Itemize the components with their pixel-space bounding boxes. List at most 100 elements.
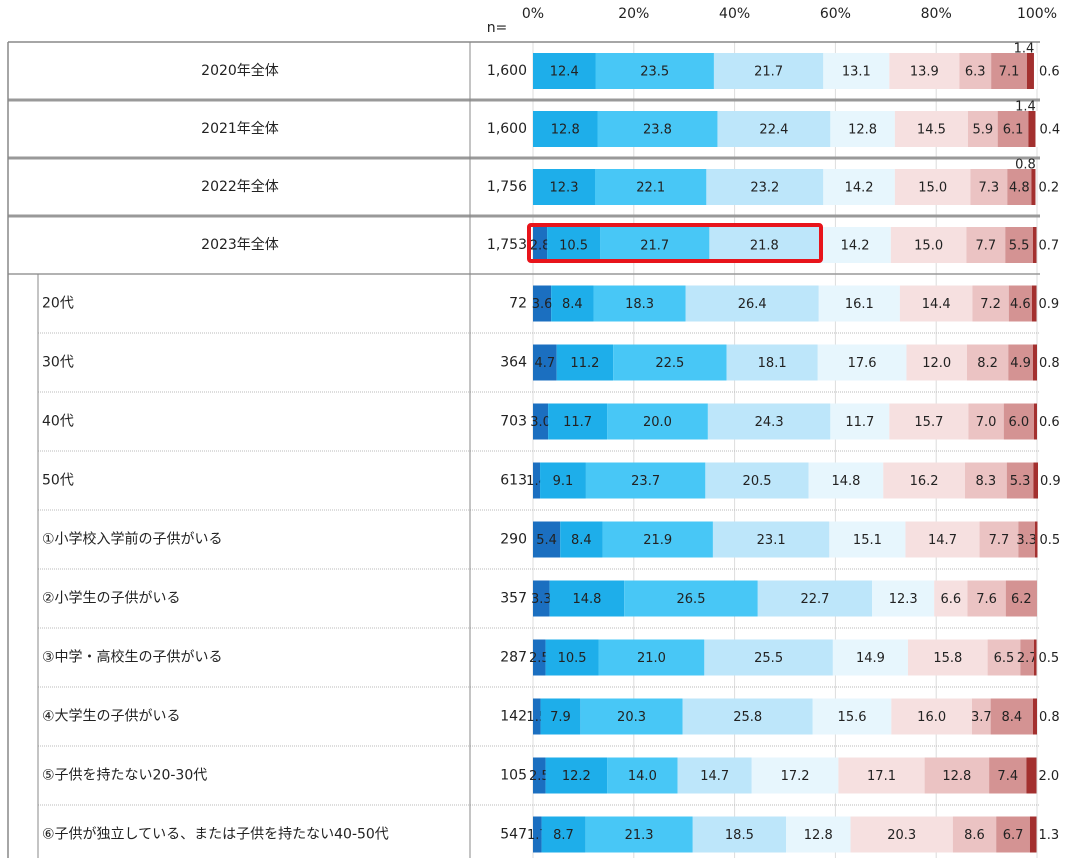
value-label: 0.4 bbox=[1040, 123, 1061, 138]
bar-segment bbox=[812, 698, 892, 735]
bar-segment bbox=[704, 639, 833, 676]
value-label: 14.0 bbox=[628, 769, 657, 784]
value-label: 20.0 bbox=[643, 415, 672, 430]
sample-size: 142 bbox=[500, 709, 527, 725]
sample-size: 287 bbox=[500, 650, 527, 666]
bar-segment bbox=[712, 521, 830, 558]
bar-segment bbox=[1026, 53, 1034, 89]
bar-segment bbox=[966, 227, 1006, 263]
bar-segment bbox=[823, 169, 895, 205]
value-label: 20.3 bbox=[887, 828, 916, 843]
value-label: 13.1 bbox=[842, 65, 871, 80]
bar-segment bbox=[966, 344, 1009, 381]
value-label: 14.8 bbox=[572, 592, 601, 607]
bar-segment bbox=[533, 580, 550, 617]
bar-segment bbox=[1018, 521, 1035, 558]
value-label: 21.9 bbox=[643, 533, 672, 548]
value-label: 10.5 bbox=[558, 651, 587, 666]
bar-segment bbox=[707, 403, 831, 440]
bar-segment bbox=[607, 403, 708, 440]
bar-segment bbox=[549, 580, 625, 617]
bar-segment bbox=[964, 462, 1007, 499]
x-tick-label: 100% bbox=[1017, 6, 1057, 22]
value-label: 14.4 bbox=[922, 297, 951, 312]
value-label: 15.0 bbox=[918, 181, 947, 196]
value-label: 21.7 bbox=[640, 239, 669, 254]
bar-segment bbox=[533, 111, 598, 147]
value-label: 26.5 bbox=[677, 592, 706, 607]
bar-segment bbox=[533, 285, 552, 322]
value-label: 14.7 bbox=[700, 769, 729, 784]
value-label: 7.7 bbox=[989, 533, 1010, 548]
bar-segment bbox=[585, 816, 693, 853]
bar-segment bbox=[677, 757, 752, 794]
bar-segment bbox=[1026, 757, 1037, 794]
value-label: 8.2 bbox=[977, 356, 998, 371]
row-label: ③中学・高校生の子供がいる bbox=[42, 649, 223, 666]
value-label: 8.4 bbox=[1001, 710, 1022, 725]
value-label: 12.8 bbox=[848, 123, 877, 138]
row-label: ①小学校入学前の子供がいる bbox=[42, 531, 223, 548]
bar-segment bbox=[541, 816, 586, 853]
bar-segment bbox=[872, 580, 935, 617]
value-label: 5.9 bbox=[972, 123, 993, 138]
value-label: 6.3 bbox=[965, 65, 986, 80]
bar-segment bbox=[906, 344, 967, 381]
row-label: 2023年全体 bbox=[201, 236, 279, 253]
value-label: 8.4 bbox=[571, 533, 592, 548]
value-label: 4.9 bbox=[1010, 356, 1031, 371]
value-label: 2.5 bbox=[529, 651, 550, 666]
value-label: 4.8 bbox=[1009, 181, 1030, 196]
bar-segment bbox=[952, 816, 997, 853]
sample-size: 703 bbox=[500, 414, 527, 430]
bar-segment bbox=[685, 285, 819, 322]
bar-segment bbox=[551, 285, 594, 322]
value-label: 22.1 bbox=[636, 181, 665, 196]
value-label: 14.8 bbox=[832, 474, 861, 489]
bar-segment bbox=[1007, 169, 1032, 205]
value-label: 12.0 bbox=[922, 356, 951, 371]
value-label: 20.3 bbox=[617, 710, 646, 725]
bar-segment bbox=[1033, 639, 1037, 676]
value-label: 5.4 bbox=[536, 533, 557, 548]
value-label: 15.6 bbox=[838, 710, 867, 725]
bar-segment bbox=[593, 285, 686, 322]
bar-segment bbox=[967, 580, 1006, 617]
bar-segment bbox=[751, 757, 839, 794]
row-label: 2022年全体 bbox=[201, 178, 279, 195]
value-label: 2.0 bbox=[1038, 769, 1059, 784]
value-label: 15.1 bbox=[853, 533, 882, 548]
value-label: 6.6 bbox=[940, 592, 961, 607]
bar-segment bbox=[970, 169, 1008, 205]
value-label: 22.7 bbox=[801, 592, 830, 607]
bar-segment bbox=[817, 344, 907, 381]
bar-segment bbox=[533, 757, 546, 794]
bar-segment bbox=[819, 227, 891, 263]
bar-segment bbox=[1006, 462, 1034, 499]
value-label: 23.1 bbox=[757, 533, 786, 548]
value-label: 0.8 bbox=[1015, 158, 1036, 173]
bar-segment bbox=[808, 462, 884, 499]
value-label: 18.5 bbox=[725, 828, 754, 843]
value-label: 8.7 bbox=[553, 828, 574, 843]
value-label: 21.7 bbox=[754, 65, 783, 80]
n-header: n= bbox=[487, 20, 508, 36]
value-label: 6.2 bbox=[1011, 592, 1032, 607]
bar-segment bbox=[1031, 169, 1036, 205]
bar-segment bbox=[533, 816, 542, 853]
value-label: 21.8 bbox=[750, 239, 779, 254]
bar-segment bbox=[883, 462, 965, 499]
value-label: 8.3 bbox=[976, 474, 997, 489]
bar-segment bbox=[1035, 111, 1038, 147]
value-label: 16.0 bbox=[917, 710, 946, 725]
bar-segment bbox=[891, 698, 972, 735]
bar-segment bbox=[545, 757, 608, 794]
value-label: 21.3 bbox=[625, 828, 654, 843]
value-label: 0.8 bbox=[1039, 356, 1060, 371]
value-label: 0.9 bbox=[1038, 297, 1059, 312]
value-label: 6.5 bbox=[994, 651, 1015, 666]
bar-segment bbox=[990, 698, 1033, 735]
value-label: 17.2 bbox=[781, 769, 810, 784]
row-label: ②小学生の子供がいる bbox=[42, 591, 181, 607]
value-label: 3.7 bbox=[971, 710, 992, 725]
